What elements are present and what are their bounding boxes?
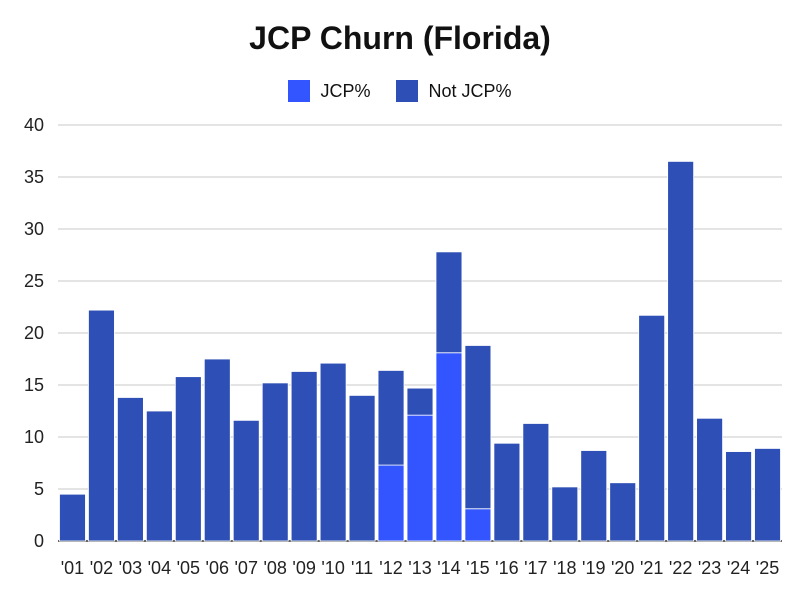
x-tick-label: '08 — [263, 558, 286, 578]
bar-not-jcp — [435, 251, 463, 354]
x-tick-label: '06 — [206, 558, 229, 578]
bar-not-jcp — [580, 450, 608, 542]
y-tick-label: 25 — [24, 271, 44, 291]
bar-not-jcp — [117, 397, 144, 542]
x-tick-label: '23 — [698, 558, 721, 578]
x-tick-label: '11 — [351, 558, 373, 578]
bar-not-jcp — [261, 382, 289, 542]
bar-not-jcp — [551, 486, 579, 542]
x-tick-label: '03 — [119, 558, 142, 578]
y-tick-label: 5 — [34, 479, 44, 499]
x-tick-label: '17 — [524, 558, 547, 578]
y-tick-label: 15 — [24, 375, 44, 395]
x-tick-label: '07 — [235, 558, 258, 578]
x-tick-label: '19 — [582, 558, 605, 578]
legend-swatch-not-jcp — [396, 80, 419, 102]
bar-not-jcp — [522, 423, 550, 542]
x-tick-label: '20 — [611, 558, 634, 578]
bar-not-jcp — [464, 345, 492, 510]
x-tick-label: '05 — [177, 558, 200, 578]
bar-not-jcp — [696, 417, 723, 542]
x-tick-label: '22 — [669, 558, 692, 578]
bar-not-jcp — [667, 160, 695, 542]
legend: JCP% Not JCP% — [0, 80, 800, 102]
x-tick-label: '14 — [437, 558, 460, 578]
bar-jcp — [406, 414, 434, 542]
x-tick-label: '13 — [408, 558, 431, 578]
bar-not-jcp — [609, 482, 637, 542]
bar-not-jcp — [348, 394, 376, 542]
legend-label-not-jcp: Not JCP% — [428, 80, 512, 101]
x-tick-label: '01 — [61, 558, 84, 578]
x-tick-label: '12 — [379, 558, 402, 578]
y-tick-label: 10 — [24, 427, 44, 447]
x-tick-label: '02 — [90, 558, 113, 578]
bar-not-jcp — [290, 371, 318, 542]
legend-item-not-jcp: Not JCP% — [396, 80, 512, 102]
bar-not-jcp — [203, 358, 231, 542]
y-tick-label: 30 — [24, 219, 44, 239]
y-tick-label: 0 — [34, 531, 44, 551]
bar-not-jcp — [59, 493, 86, 542]
chart-title: JCP Churn (Florida) — [249, 20, 551, 56]
bar-jcp — [464, 508, 492, 542]
bar-not-jcp — [406, 387, 434, 416]
bar-not-jcp — [232, 419, 260, 542]
x-tick-label: '16 — [495, 558, 518, 578]
x-tick-label: '24 — [727, 558, 750, 578]
x-tick-label: '09 — [292, 558, 315, 578]
x-tick-label: '21 — [640, 558, 663, 578]
y-tick-label: 20 — [24, 323, 44, 343]
legend-swatch-jcp — [288, 80, 311, 102]
bar-not-jcp — [319, 362, 347, 542]
x-tick-label: '15 — [466, 558, 489, 578]
bar-not-jcp — [88, 309, 115, 542]
bar-not-jcp — [174, 376, 202, 542]
bar-not-jcp — [754, 448, 781, 542]
x-tick-label: '10 — [321, 558, 344, 578]
bar-jcp — [435, 352, 463, 542]
bar-jcp — [377, 464, 405, 542]
y-tick-label: 35 — [24, 167, 44, 187]
x-tick-label: '04 — [148, 558, 171, 578]
x-tick-label: '25 — [756, 558, 779, 578]
y-tick-label: 40 — [24, 115, 44, 135]
x-tick-label: '18 — [553, 558, 576, 578]
bar-not-jcp — [638, 314, 666, 542]
bar-not-jcp — [725, 451, 752, 542]
bar-not-jcp — [377, 370, 405, 466]
bar-not-jcp — [145, 410, 173, 542]
legend-label-jcp: JCP% — [320, 80, 371, 101]
bar-not-jcp — [493, 442, 521, 542]
legend-item-jcp: JCP% — [288, 80, 370, 102]
